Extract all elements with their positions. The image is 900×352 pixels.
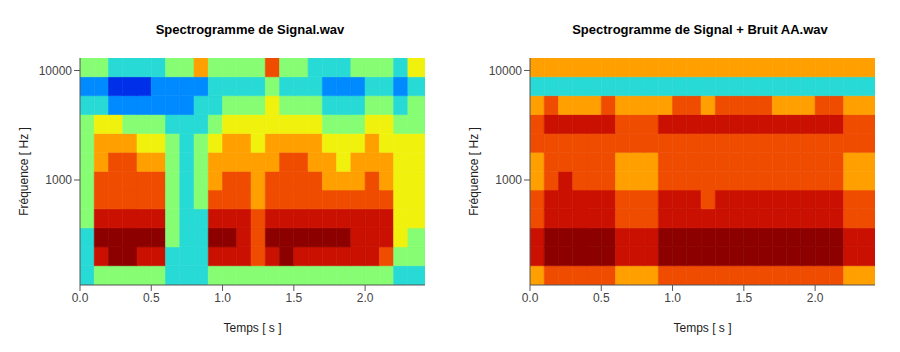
svg-text:1.0: 1.0: [664, 291, 681, 305]
html-text:Spectrogramme de Signal.wav: Spectrogramme de Signal.wav: [155, 22, 345, 37]
svg-text:Fréquence [ Hz ]: Fréquence [ Hz ]: [467, 127, 481, 216]
svg-text:10000: 10000: [39, 64, 73, 78]
svg-text:Fréquence [ Hz ]: Fréquence [ Hz ]: [17, 127, 31, 216]
svg-text:10000: 10000: [489, 64, 523, 78]
html-text:Spectrogramme de Signal + Brui: Spectrogramme de Signal + Bruit AA.wav: [572, 22, 828, 37]
svg-text:1000: 1000: [495, 173, 522, 187]
svg-text:0.5: 0.5: [143, 291, 160, 305]
svg-text:Temps [ s ]: Temps [ s ]: [223, 321, 281, 335]
svg-text:0.5: 0.5: [593, 291, 610, 305]
svg-text:0.0: 0.0: [72, 291, 89, 305]
svg-text:1.0: 1.0: [214, 291, 231, 305]
svg-text:1000: 1000: [45, 173, 72, 187]
svg-text:Temps [ s ]: Temps [ s ]: [673, 321, 731, 335]
svg-text:0.0: 0.0: [522, 291, 539, 305]
svg-text:1.5: 1.5: [285, 291, 302, 305]
svg-text:2.0: 2.0: [807, 291, 824, 305]
svg-text:1.5: 1.5: [735, 291, 752, 305]
svg-text:2.0: 2.0: [357, 291, 374, 305]
